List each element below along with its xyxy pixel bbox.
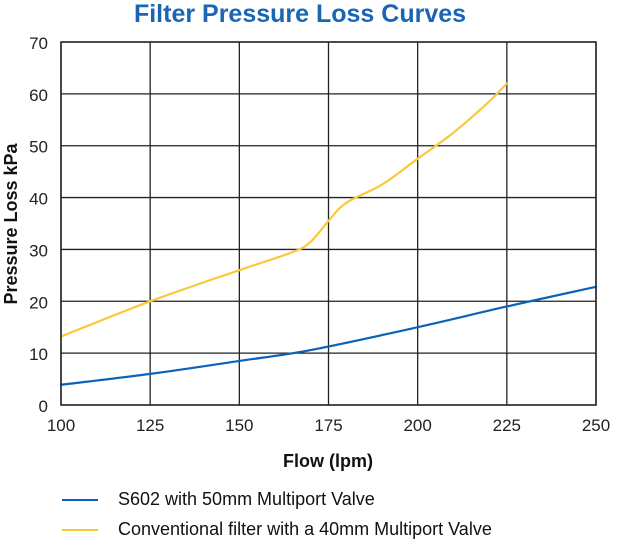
legend-label-s602: S602 with 50mm Multiport Valve xyxy=(118,489,375,509)
y-tick-label: 60 xyxy=(29,86,48,105)
plot-frame xyxy=(60,41,597,406)
y-tick-label: 20 xyxy=(29,293,48,312)
x-tick-label: 250 xyxy=(582,416,610,435)
x-tick-label: 150 xyxy=(225,416,253,435)
grid xyxy=(60,41,597,406)
legend: S602 with 50mm Multiport Valve Conventio… xyxy=(62,484,492,544)
legend-item-s602: S602 with 50mm Multiport Valve xyxy=(62,484,492,514)
legend-label-conventional: Conventional filter with a 40mm Multipor… xyxy=(118,519,492,539)
y-tick-labels: 0 10 20 30 40 50 60 70 xyxy=(29,34,48,416)
series-line-conventional xyxy=(59,82,508,338)
x-tick-label: 175 xyxy=(314,416,342,435)
y-tick-label: 50 xyxy=(29,138,48,157)
x-tick-label: 125 xyxy=(136,416,164,435)
x-tick-label: 100 xyxy=(47,416,75,435)
chart-title: Filter Pressure Loss Curves xyxy=(133,0,467,28)
y-tick-label: 30 xyxy=(29,241,48,260)
x-tick-labels: 100 125 150 175 200 225 250 xyxy=(47,416,610,435)
y-tick-label: 0 xyxy=(39,397,48,416)
plot-border xyxy=(60,41,597,406)
x-axis-label: Flow (lpm) xyxy=(283,451,373,471)
y-tick-label: 70 xyxy=(29,34,48,53)
series-lines xyxy=(59,82,598,386)
legend-swatch-s602 xyxy=(62,499,98,502)
y-tick-label: 40 xyxy=(29,190,48,209)
x-tick-label: 225 xyxy=(493,416,521,435)
y-tick-label: 10 xyxy=(29,345,48,364)
x-tick-label: 200 xyxy=(403,416,431,435)
series-line-s602 xyxy=(59,285,598,386)
legend-item-conventional: Conventional filter with a 40mm Multipor… xyxy=(62,514,492,544)
y-axis-label: Pressure Loss kPa xyxy=(1,142,21,304)
legend-swatch-conventional xyxy=(62,529,98,532)
